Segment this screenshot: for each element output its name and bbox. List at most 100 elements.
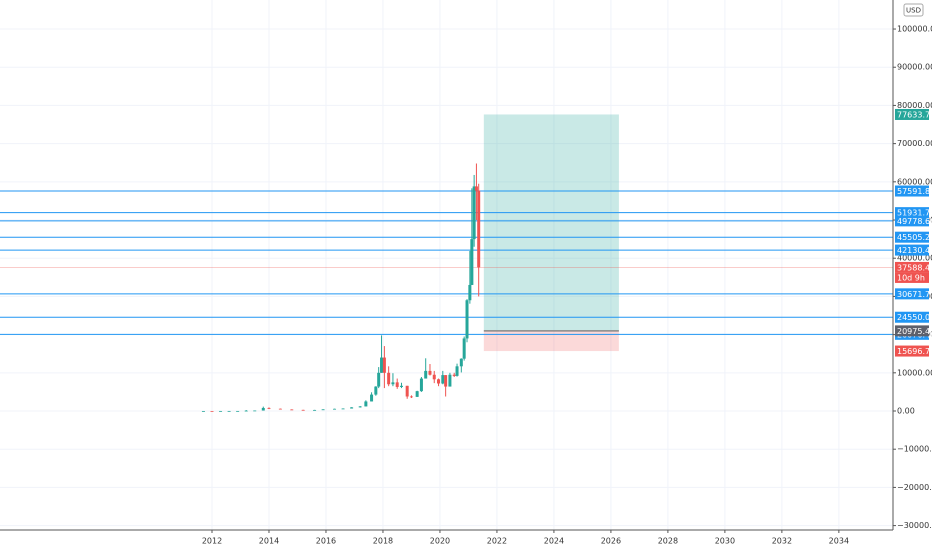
candle-body	[432, 374, 436, 380]
candle-body	[405, 385, 409, 397]
y-tick-label: 10000.00	[897, 368, 932, 377]
price-label: 20975.42	[897, 327, 932, 336]
price-label-box	[895, 231, 929, 243]
target-zone	[483, 114, 619, 331]
candle-body	[377, 372, 381, 387]
candle-body	[448, 374, 452, 387]
candle-body	[452, 374, 456, 376]
candle-body	[267, 407, 271, 409]
countdown: 10d 9h	[897, 273, 925, 282]
candle-body	[391, 382, 395, 385]
price-label: 57591.84	[897, 187, 932, 196]
candle-body	[444, 375, 448, 387]
candle-body	[370, 394, 374, 402]
price-label-box	[895, 215, 929, 227]
x-tick-label: 2022	[487, 537, 507, 546]
candle-body	[419, 378, 423, 392]
candle-body	[333, 408, 337, 410]
candle-body	[437, 379, 441, 384]
y-tick-label: 90000.00	[897, 63, 932, 72]
candle-body	[253, 410, 257, 412]
y-tick-label: −10000.00	[897, 445, 932, 454]
candle-body	[358, 406, 362, 408]
candle-body	[227, 410, 231, 412]
candle-body	[210, 410, 214, 412]
candle-body	[387, 372, 391, 385]
price-label: 49778.69	[897, 217, 932, 226]
candle-body	[441, 375, 445, 384]
candle-body	[474, 186, 478, 191]
candle-body	[236, 410, 240, 412]
x-tick-label: 2020	[430, 537, 450, 546]
candle-body	[459, 358, 463, 367]
price-label: 24550.00	[897, 313, 932, 322]
price-label: 37588.49	[897, 263, 932, 272]
price-label: 45505.28	[897, 233, 932, 242]
price-label: 77633.70	[897, 110, 932, 119]
price-label-box	[895, 288, 929, 300]
candle-body	[415, 391, 419, 397]
candle-body	[301, 409, 305, 411]
price-label-box	[895, 311, 929, 323]
candle-body	[341, 408, 345, 410]
candle-body	[468, 284, 472, 301]
plot-area	[0, 0, 893, 530]
currency-box	[903, 3, 924, 17]
x-tick-label: 2030	[715, 537, 735, 546]
candle-body	[465, 300, 469, 339]
y-tick-label: 0.00	[897, 407, 915, 416]
stop-zone	[483, 330, 619, 352]
candle-body	[201, 410, 205, 412]
candle-body	[395, 382, 399, 387]
x-tick-label: 2026	[601, 537, 621, 546]
price-label-box	[895, 108, 929, 120]
candle-body	[219, 410, 223, 412]
candle-body	[382, 357, 386, 373]
price-label: 42130.46	[897, 246, 932, 255]
y-tick-label: 70000.00	[897, 139, 932, 148]
price-label-box	[895, 345, 929, 357]
price-label: 30671.77	[897, 290, 932, 299]
y-tick-label: 80000.00	[897, 101, 932, 110]
candle-body	[278, 408, 282, 410]
candle-body	[364, 401, 368, 407]
y-tick-label: 40000.00	[897, 254, 932, 263]
candle-body	[455, 366, 459, 376]
candle-body	[290, 409, 294, 411]
x-tick-label: 2034	[829, 537, 849, 546]
candle-body	[244, 410, 248, 412]
candle-body	[321, 409, 325, 411]
candle-body	[462, 338, 466, 359]
y-tick-label: 100000.00	[897, 25, 932, 34]
price-label-box	[895, 261, 929, 273]
candle-body	[470, 239, 474, 285]
candle-body	[424, 370, 428, 379]
candle-body	[374, 386, 378, 395]
price-label: 15696.70	[897, 347, 932, 356]
candle-body	[350, 407, 354, 409]
y-tick-label: 60000.00	[897, 177, 932, 186]
candle-body	[472, 186, 476, 240]
price-axis: USD 100000.00 90000.00 80000.00 70000.00 600…	[892, 0, 932, 550]
candle-body	[313, 409, 317, 411]
y-tick-label: −20000.00	[897, 483, 932, 492]
candle-body	[477, 190, 481, 268]
price-label: 51931.72	[897, 209, 932, 218]
x-tick-label: 2014	[259, 537, 279, 546]
x-tick-label: 2032	[772, 537, 792, 546]
candle-body	[409, 396, 413, 398]
price-label-box	[895, 244, 929, 256]
candle-body	[261, 407, 265, 411]
x-tick-label: 2012	[202, 537, 222, 546]
price-label-box	[895, 325, 929, 337]
candle-body	[380, 357, 384, 373]
price-label-box	[895, 207, 929, 219]
currency: USD	[906, 7, 921, 15]
y-tick-label: −30000.00	[897, 521, 932, 530]
candle-body	[399, 385, 403, 387]
x-tick-label: 2018	[373, 537, 393, 546]
price-label-box	[895, 185, 929, 197]
countdown-box	[895, 272, 929, 283]
